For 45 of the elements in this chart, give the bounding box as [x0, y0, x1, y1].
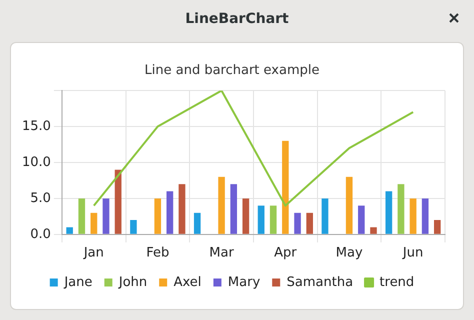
bar	[282, 140, 289, 234]
legend-label: Mary	[228, 274, 260, 290]
bar	[322, 198, 328, 234]
bar	[370, 227, 377, 234]
x-tick-label: Jan	[82, 246, 104, 261]
text: LineBarChart	[184, 10, 290, 29]
bar	[422, 198, 429, 234]
bar	[178, 184, 186, 234]
x-tick-label: Mar	[209, 246, 234, 261]
bar	[154, 198, 162, 234]
bar	[346, 176, 353, 234]
bar	[66, 227, 73, 234]
bar	[218, 176, 225, 234]
legend-label: trend	[380, 274, 414, 290]
chart-title: Line and barchart example	[144, 63, 320, 78]
legend-label: Samantha	[286, 274, 354, 290]
bar	[294, 212, 301, 234]
bar	[166, 191, 174, 234]
y-tick-label: 5.0	[30, 190, 51, 206]
bar	[90, 212, 98, 234]
x-tick-label: Jun	[402, 246, 424, 261]
y-tick-label: 10.0	[22, 154, 51, 170]
bar	[78, 198, 86, 234]
bar	[306, 212, 313, 234]
bar	[102, 198, 110, 234]
legend-label: Axel	[174, 274, 202, 290]
bar	[385, 191, 392, 234]
legend-label: John	[118, 274, 148, 290]
bar	[230, 184, 238, 234]
bar	[114, 170, 122, 234]
y-tick-label: 15.0	[22, 118, 51, 134]
x-tick-label: Apr	[274, 246, 298, 261]
bar	[194, 212, 201, 234]
bar	[434, 220, 441, 234]
bar	[130, 220, 137, 234]
x-tick-label: Feb	[146, 246, 170, 261]
legend-label: Jane	[63, 274, 92, 290]
x-tick-label: May	[336, 246, 363, 261]
bar	[358, 206, 365, 234]
bar	[242, 198, 250, 234]
y-tick-label: 0.0	[30, 226, 51, 242]
bar	[398, 184, 404, 234]
bar	[258, 206, 264, 234]
bar	[410, 198, 416, 234]
bar	[270, 206, 277, 234]
